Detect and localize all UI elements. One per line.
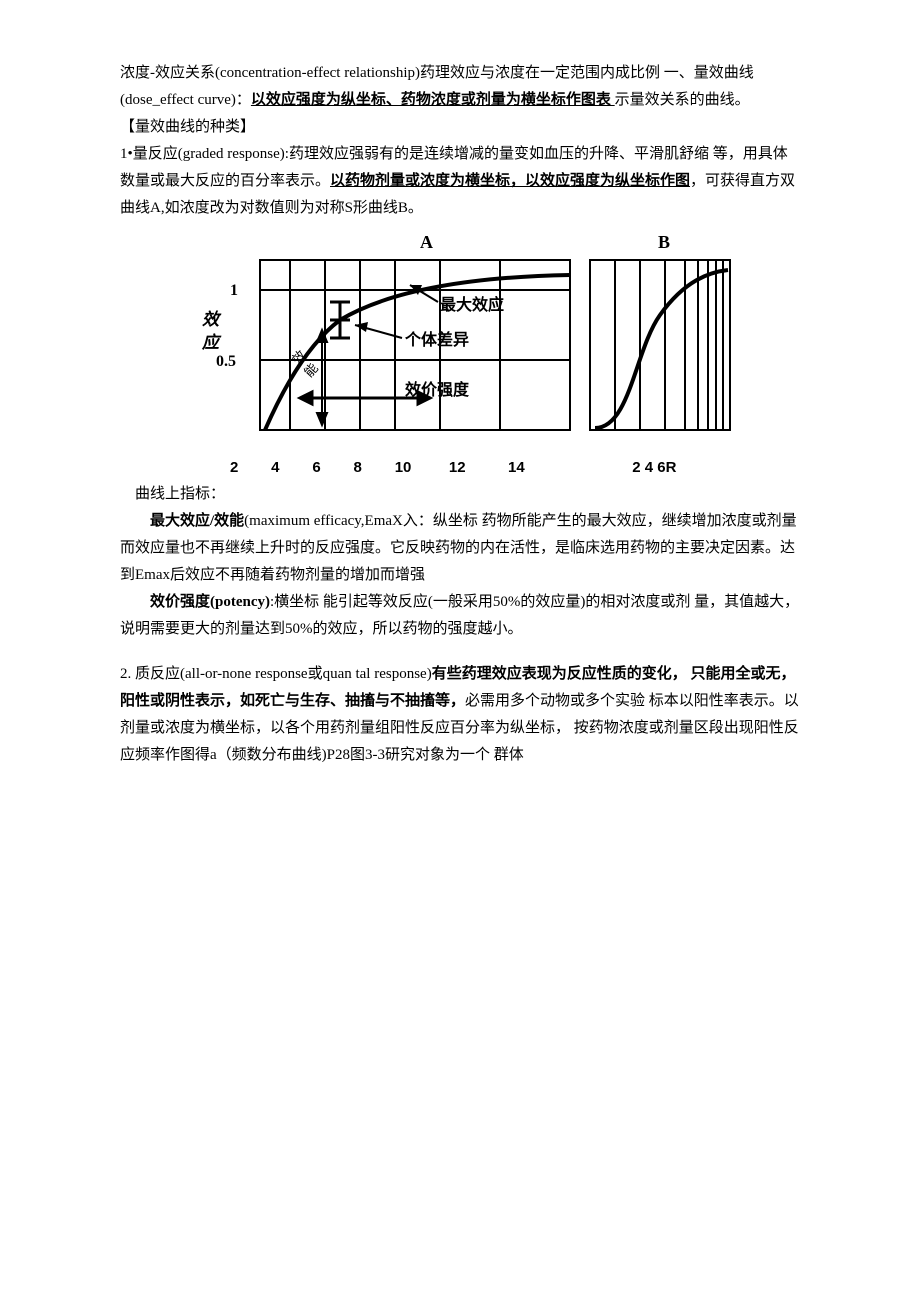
paragraph-1: 浓度-效应关系(concentration-effect relationshi…: [120, 60, 800, 114]
ann-pot: 效价强度: [405, 380, 470, 399]
x-axis-labels: 2 4 6 8 10 12 14 2 4 6R: [120, 454, 800, 481]
ytick-05: 0.5: [216, 353, 236, 370]
p1-tail: 示量效关系的曲线。: [615, 92, 750, 108]
xt-0: 2: [230, 454, 267, 481]
p6-lead: 2. 质反应(all-or-none response或quan tal res…: [120, 666, 432, 682]
xt-3: 8: [354, 454, 391, 481]
panel-b: [590, 260, 730, 430]
xt-2: 6: [312, 454, 349, 481]
heading-types: 【量效曲线的种类】: [120, 114, 800, 141]
ann-ind: 个体差异: [404, 330, 469, 349]
ytick-1: 1: [230, 282, 238, 299]
panel-a: 效 能 最大效应 个体差异 效价强度: [260, 260, 570, 430]
p1-underline: 以效应强度为纵坐标、药物浓度或剂量为横坐标作图表: [251, 92, 615, 108]
xt-right: 2 4 6R: [632, 454, 676, 481]
chart-svg: A B: [180, 230, 740, 450]
xt-1: 4: [271, 454, 308, 481]
xt-6: 14: [508, 454, 628, 481]
p4-bold: 最大效应/效能: [150, 513, 244, 529]
yaxis-label-1: 效: [202, 310, 222, 329]
dose-effect-chart: A B: [120, 230, 800, 450]
xt-5: 12: [449, 454, 504, 481]
p-indicators: 曲线上指标：: [120, 481, 800, 508]
chart-label-b: B: [658, 232, 670, 252]
xt-4: 10: [395, 454, 445, 481]
paragraph-4: 最大效应/效能(maximum efficacy,EmaX入：纵坐标 药物所能产…: [120, 508, 800, 589]
ann-eff-bot: 能: [301, 360, 321, 380]
yaxis-label-2: 应: [201, 333, 222, 352]
chart-label-a: A: [420, 232, 433, 252]
ann-max: 最大效应: [440, 295, 504, 314]
p5-bold: 效价强度(potency): [150, 594, 270, 610]
paragraph-6: 2. 质反应(all-or-none response或quan tal res…: [120, 661, 800, 769]
paragraph-2: 1•量反应(graded response):药理效应强弱有的是连续增减的量变如…: [120, 141, 800, 222]
p2-underline: 以药物剂量或浓度为横坐标，以效应强度为纵坐标作图: [330, 173, 690, 189]
paragraph-5: 效价强度(potency):横坐标 能引起等效反应(一般采用50%的效应量)的相…: [120, 589, 800, 643]
